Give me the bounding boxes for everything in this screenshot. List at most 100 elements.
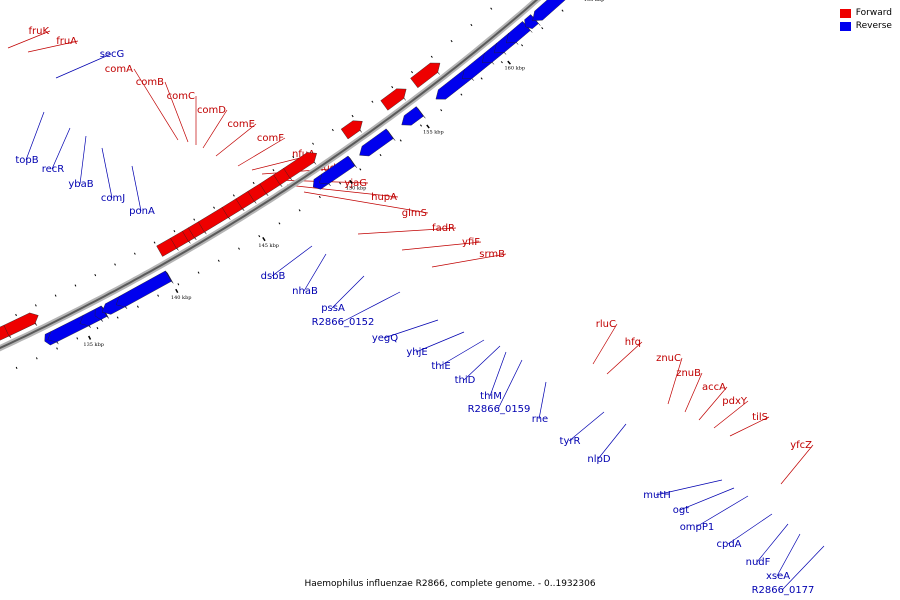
forward-gene-arrow-body — [410, 62, 441, 89]
scale-dash — [470, 23, 473, 27]
reverse-gene-label-leader — [383, 319, 439, 339]
forward-gene-label-leader — [684, 372, 703, 413]
forward-gene-label: tilS — [752, 412, 768, 423]
forward-gene-label-leader — [237, 137, 286, 167]
reverse-gene-label-leader — [331, 275, 365, 309]
scale-dash — [292, 156, 295, 159]
genome-caption: Haemophilus influenzae R2866, complete g… — [304, 579, 596, 589]
scale-dash — [35, 357, 38, 360]
forward-gene-arrow-body — [380, 88, 407, 111]
scale-dash — [96, 326, 99, 330]
scale-dash — [153, 241, 156, 244]
reverse-gene-label: thiM — [480, 391, 502, 402]
reverse-gene-label-leader — [415, 331, 465, 353]
kbp-tick-mark — [426, 124, 430, 129]
reverse-gene-label-leader — [727, 513, 773, 545]
forward-gene-label: comD — [197, 105, 226, 116]
reverse-gene-label: cpdA — [716, 539, 741, 550]
forward-gene-label-leader — [357, 227, 457, 235]
kbp-tick-mark — [507, 60, 511, 65]
reverse-gene-label-leader — [51, 127, 71, 170]
scale-dash — [258, 235, 261, 238]
scale-dash — [410, 71, 414, 74]
kbp-tick-mark — [262, 236, 266, 242]
scale-dash — [34, 304, 37, 307]
reverse-gene-label-leader — [79, 135, 87, 185]
scale-dash — [217, 259, 220, 262]
scale-dash — [351, 114, 354, 118]
reverse-gene-label: nhaB — [292, 286, 318, 297]
forward-gene-label: comC — [167, 91, 195, 102]
scale-dash — [521, 44, 524, 47]
kbp-tick-label: 140 kbp — [171, 295, 192, 301]
forward-gene-arrow — [3, 312, 39, 337]
scale-dash — [541, 27, 544, 30]
scale-dash — [54, 294, 57, 297]
reverse-gene-label: comJ — [101, 193, 125, 204]
forward-gene-label: yfiF — [462, 237, 480, 248]
reverse-gene-label: dsbB — [261, 271, 286, 282]
forward-gene-label: glmS — [402, 208, 427, 219]
forward-gene-label-leader — [133, 68, 179, 141]
forward-gene-label-leader — [164, 81, 189, 143]
forward-gene-label: comF — [257, 133, 284, 144]
reverse-gene-label: rne — [532, 414, 548, 425]
reverse-gene-label-leader — [655, 479, 723, 496]
forward-gene-arrow — [340, 120, 363, 140]
forward-gene-label: comB — [136, 77, 164, 88]
scale-dash — [318, 195, 321, 199]
reverse-gene-arrow — [359, 128, 396, 157]
reverse-gene-arrow — [319, 155, 358, 185]
scale-dash — [197, 271, 200, 274]
scale-dash — [252, 181, 255, 185]
legend-forward-label: Forward — [855, 8, 892, 18]
forward-gene-label: hfq — [625, 337, 641, 348]
reverse-gene-arrow-body — [115, 270, 172, 308]
reverse-gene-label: topB — [15, 155, 38, 166]
forward-gene-label: comA — [105, 64, 133, 75]
forward-gene-label-leader — [729, 416, 770, 437]
reverse-swatch — [839, 21, 851, 31]
scale-dash — [460, 93, 463, 96]
scale-dash — [480, 77, 483, 80]
reverse-gene-arrow-body — [532, 0, 566, 22]
scale-dash — [278, 222, 281, 225]
reverse-gene-label: ponA — [129, 206, 155, 217]
scale-dash — [339, 182, 342, 185]
forward-gene-label: srmB — [479, 249, 505, 260]
forward-gene-label: comE — [227, 119, 255, 130]
forward-gene-arrow-body — [283, 152, 317, 179]
forward-gene-label-leader — [401, 241, 482, 251]
forward-gene-arrow — [283, 152, 317, 179]
reverse-gene-label-leader — [781, 545, 825, 591]
scale-dash — [391, 86, 394, 89]
scale-dash — [15, 366, 18, 370]
reverse-gene-label-leader — [131, 165, 142, 212]
reverse-gene-arrow — [532, 0, 566, 22]
reverse-gene-label-leader — [303, 253, 327, 292]
forward-gene-label: yjaG — [344, 178, 367, 189]
reverse-gene-label-leader — [776, 533, 801, 577]
scale-dash — [74, 284, 77, 287]
forward-gene-label: nfuA — [292, 149, 315, 160]
forward-gene-label-leader — [202, 109, 228, 149]
reverse-gene-label: mutH — [643, 490, 671, 501]
forward-gene-arrow-body — [340, 120, 363, 140]
kbp-tick-label: 160 kbp — [505, 66, 526, 72]
reverse-gene-label: thiE — [431, 361, 450, 372]
forward-gene-label-leader — [303, 191, 429, 214]
forward-gene-label-leader — [215, 123, 257, 157]
reverse-gene-arrow-body — [319, 155, 356, 185]
forward-gene-arrow — [380, 88, 407, 111]
forward-gene-label: znuB — [676, 368, 701, 379]
reverse-gene-label: ompP1 — [680, 522, 715, 533]
scale-dash — [193, 218, 196, 221]
reverse-gene-label: R2866_0152 — [312, 317, 375, 328]
scale-dash — [359, 168, 362, 171]
scale-dash — [173, 230, 176, 233]
scale-dash — [94, 273, 97, 277]
reverse-gene-label: xseA — [766, 571, 790, 582]
reverse-gene-label-leader — [597, 423, 627, 460]
forward-gene-label: fruK — [28, 26, 49, 37]
